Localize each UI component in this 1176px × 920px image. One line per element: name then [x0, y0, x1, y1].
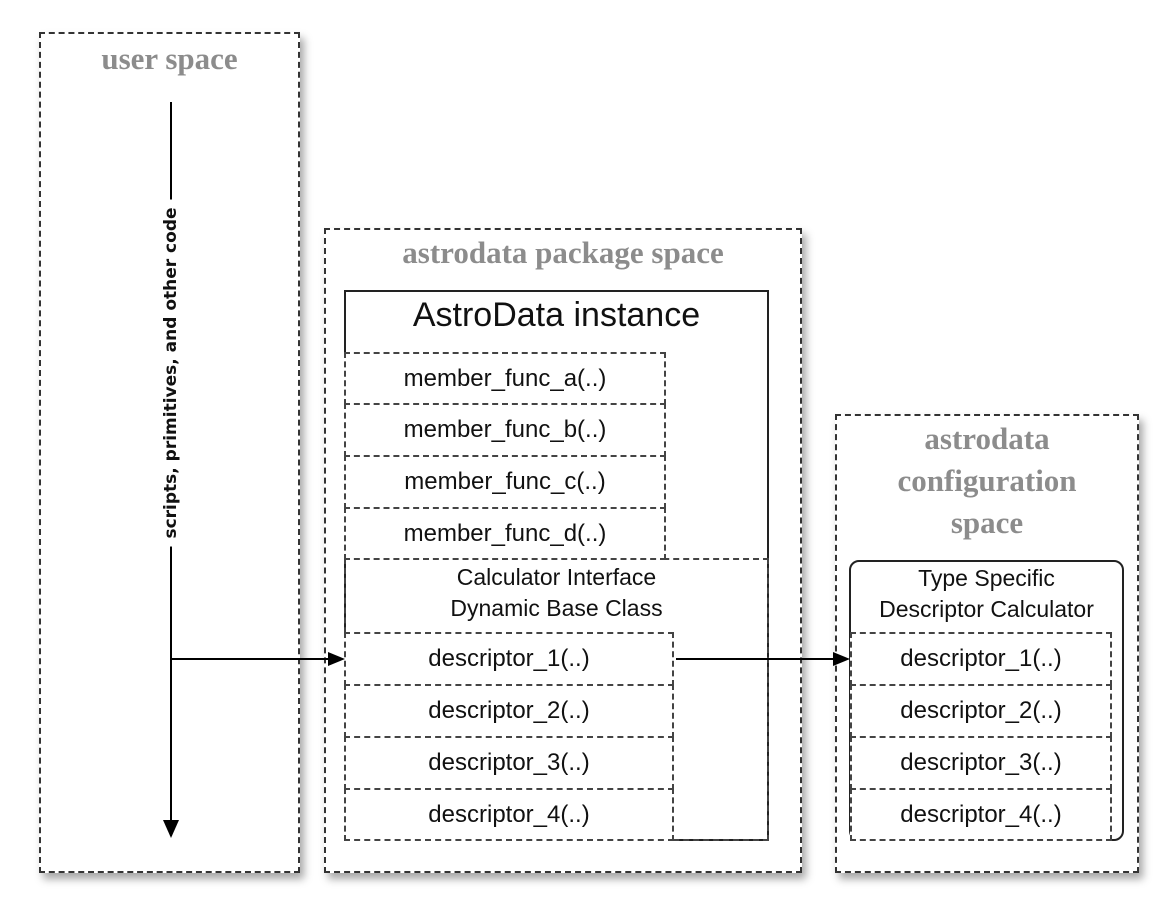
instance-descriptor-3: descriptor_3(..) — [344, 736, 674, 790]
configuration-space-title-line3: space — [950, 505, 1024, 540]
calculator-interface-label-line2: Dynamic Base Class — [450, 595, 663, 621]
user-flow-label: scripts, primitives, and other code — [161, 199, 181, 547]
instance-descriptor-4: descriptor_4(..) — [344, 788, 674, 841]
member-func-d: member_func_d(..) — [344, 507, 666, 560]
calculator-descriptor-3: descriptor_3(..) — [850, 736, 1112, 790]
calculator-descriptor-2: descriptor_2(..) — [850, 684, 1112, 738]
configuration-space-title-line1: astrodata — [924, 421, 1050, 456]
descriptor-calculator-title-line2: Descriptor Calculator — [879, 596, 1094, 622]
astrodata-instance-title: AstroData instance — [412, 296, 701, 334]
calculator-descriptor-4: descriptor_4(..) — [850, 788, 1112, 841]
member-func-b: member_func_b(..) — [344, 403, 666, 457]
calculator-descriptor-1: descriptor_1(..) — [850, 632, 1112, 686]
member-func-a: member_func_a(..) — [344, 352, 666, 405]
descriptor-calculator-title-line1: Type Specific — [918, 565, 1055, 591]
package-space-title: astrodata package space — [402, 235, 724, 270]
instance-descriptor-1: descriptor_1(..) — [344, 632, 674, 686]
instance-descriptor-2: descriptor_2(..) — [344, 684, 674, 738]
configuration-space-title-line2: configuration — [897, 463, 1077, 498]
user-space-title: user space — [101, 41, 238, 76]
member-func-c: member_func_c(..) — [344, 455, 666, 509]
calculator-interface-label-line1: Calculator Interface — [456, 564, 657, 590]
